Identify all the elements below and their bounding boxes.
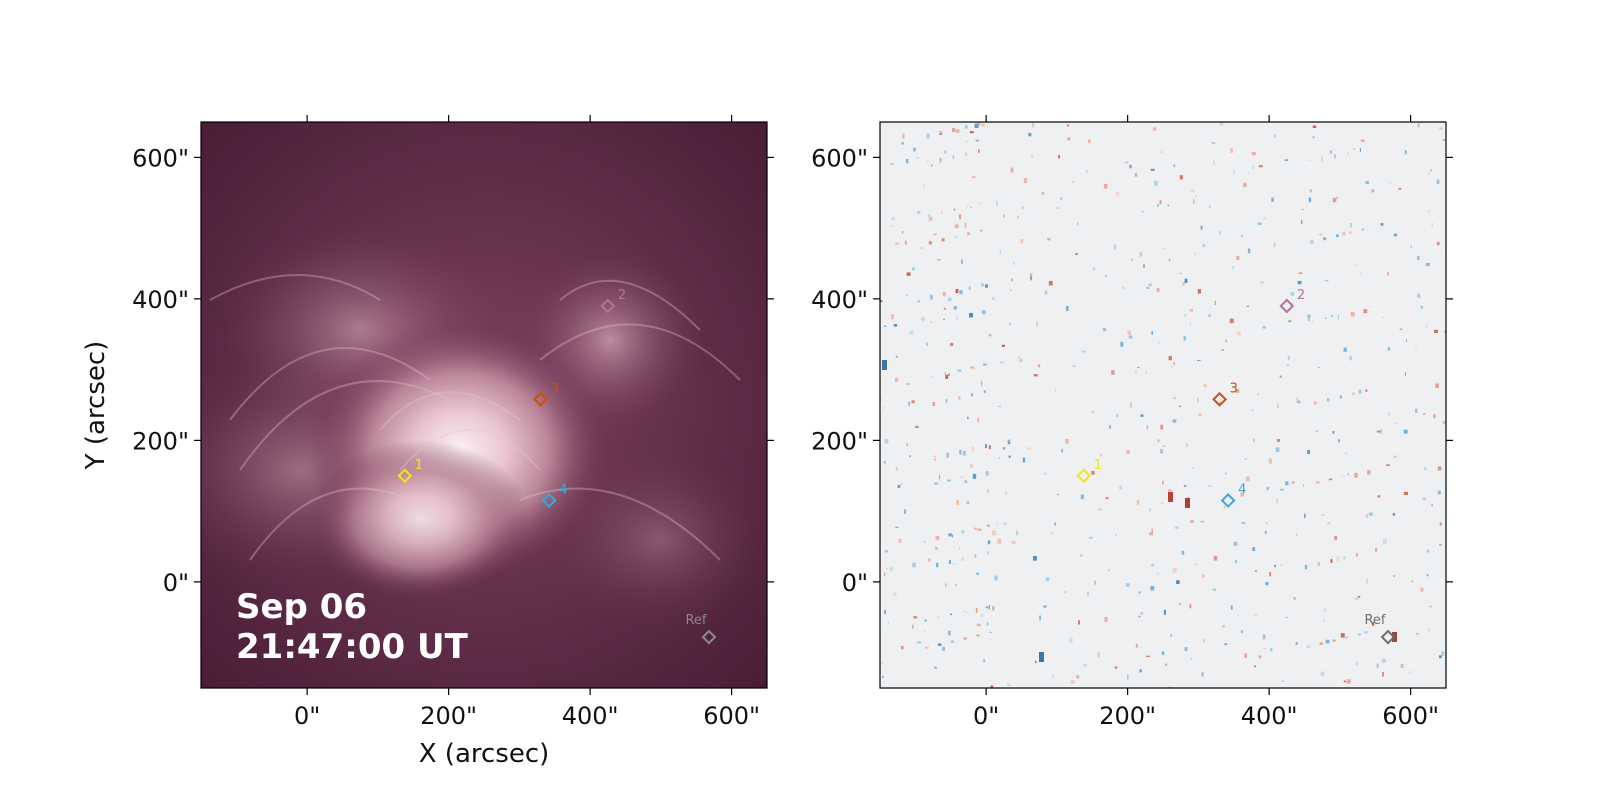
right-markers: 1 2 3 4 Ref (1076, 288, 1396, 645)
marker-1 (397, 468, 413, 484)
marker-label-ref: Ref (1364, 613, 1385, 628)
left-panel-image (201, 122, 767, 688)
x-tick-label: 200" (1099, 702, 1156, 730)
timestamp-time: 21:47:00 UT (236, 627, 469, 667)
right-x-ticks: 0" 200" 400" 600" (973, 115, 1439, 730)
left-markers: 1 2 3 4 Ref (397, 288, 717, 645)
marker-3 (1212, 391, 1228, 407)
x-axis-title: X (arcsec) (419, 739, 550, 769)
y-tick-label: 400" (811, 286, 868, 314)
right-y-ticks: 0" 200" 400" 600" (811, 144, 1453, 597)
left-panel-frame (200, 121, 768, 689)
marker-label-1: 1 (415, 458, 423, 473)
marker-2 (1279, 298, 1295, 314)
x-tick-label: 0" (294, 702, 320, 730)
y-axis-title: Y (arcsec) (81, 341, 111, 471)
timestamp-date: Sep 06 (236, 587, 367, 627)
marker-ref (701, 629, 717, 645)
y-tick-label: 0" (842, 569, 868, 597)
y-tick-label: 600" (811, 144, 868, 172)
marker-1 (1076, 468, 1092, 484)
x-tick-label: 600" (1382, 702, 1439, 730)
x-tick-label: 600" (703, 702, 760, 730)
marker-label-4: 4 (559, 483, 567, 498)
marker-label-3: 3 (551, 381, 559, 396)
x-tick-label: 400" (562, 702, 619, 730)
right-panel-image (880, 122, 1446, 688)
y-tick-label: 0" (163, 569, 189, 597)
marker-ref (1380, 629, 1396, 645)
marker-label-ref: Ref (685, 613, 706, 628)
marker-4 (541, 493, 557, 508)
left-x-ticks: 0" 200" 400" 600" (294, 115, 760, 730)
marker-2 (600, 298, 616, 314)
y-tick-label: 200" (811, 427, 868, 455)
x-tick-label: 200" (420, 702, 477, 730)
left-panel: 1 2 3 4 Ref 0" 200" 400" 600" 0" 200" 400" 600" Se… (81, 115, 774, 769)
marker-4 (1220, 493, 1236, 508)
left-y-ticks: 0" 200" 400" 600" (132, 144, 774, 597)
y-tick-label: 600" (132, 144, 189, 172)
right-panel: 1 2 3 4 Ref 0" 200" 400" 600" 0" 200" 400" 600" (811, 115, 1453, 730)
right-panel-frame (879, 121, 1447, 689)
marker-label-2: 2 (618, 288, 626, 303)
y-tick-label: 200" (132, 427, 189, 455)
marker-label-2: 2 (1297, 288, 1305, 303)
marker-label-4: 4 (1238, 483, 1246, 498)
x-tick-label: 0" (973, 702, 999, 730)
marker-3 (533, 391, 549, 407)
x-tick-label: 400" (1241, 702, 1298, 730)
marker-label-3: 3 (1230, 381, 1238, 396)
marker-label-1: 1 (1094, 458, 1102, 473)
difference-speckles (880, 122, 1446, 688)
y-tick-label: 400" (132, 286, 189, 314)
